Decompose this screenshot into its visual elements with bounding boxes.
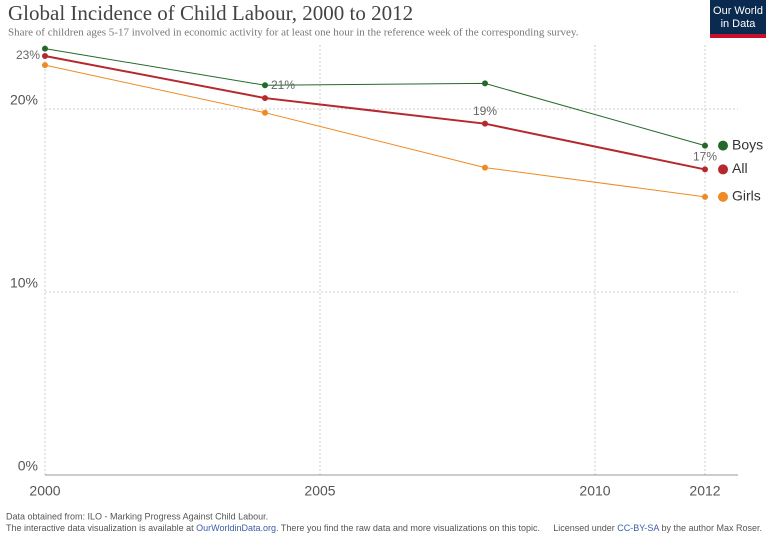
license-link[interactable]: CC-BY-SA [617,523,659,533]
footer-text: The interactive data visualization is av… [6,523,196,533]
value-label: 17% [693,150,717,164]
logo[interactable]: Our World in Data [710,0,766,38]
source: Data obtained from: ILO - Marking Progre… [6,511,268,521]
line [44,64,706,198]
chart-subtitle: Share of children ages 5-17 involved in … [8,27,579,39]
footer-link[interactable]: OurWorldinData.org [196,523,276,533]
x-tick-label: 2010 [579,483,610,499]
license: Licensed under CC-BY-SA by the author Ma… [553,523,762,533]
legend-marker [718,164,728,175]
footer-text: Licensed under [553,523,617,533]
point [702,166,708,173]
point [702,193,708,200]
point [262,82,268,89]
y-tick-label: 10% [10,275,38,291]
footer-note: The interactive data visualization is av… [6,523,540,533]
point [262,95,268,102]
legend-marker [718,191,728,202]
logo-text: Our World [713,5,763,17]
point [702,142,708,149]
y-tick-label: 0% [18,458,38,474]
x-tick-label: 2000 [29,483,60,499]
value-label: 21% [271,78,295,92]
value-label: 19% [473,104,497,118]
logo-box [710,0,766,38]
legend-label: Girls [732,188,761,204]
logo-text: in Data [721,18,757,30]
legend-label: Boys [732,136,763,152]
x-tick-label: 2005 [304,483,335,499]
point [42,62,48,69]
legend-label: All [732,160,748,176]
value-label: 23% [16,48,40,62]
chart-title: Global Incidence of Child Labour, 2000 t… [8,1,413,25]
point [42,52,48,59]
footer-text: by the author Max Roser. [659,523,762,533]
x-tick-label: 2012 [689,483,720,499]
line [44,48,706,147]
logo-bar [710,34,766,38]
y-tick-label: 20% [10,92,38,108]
point [42,45,48,52]
footer-text: . There you find the raw data and more v… [276,523,540,533]
point [482,80,488,87]
point [262,109,268,116]
line [44,54,706,171]
point [482,164,488,171]
point [482,120,488,127]
legend-marker [718,140,728,151]
